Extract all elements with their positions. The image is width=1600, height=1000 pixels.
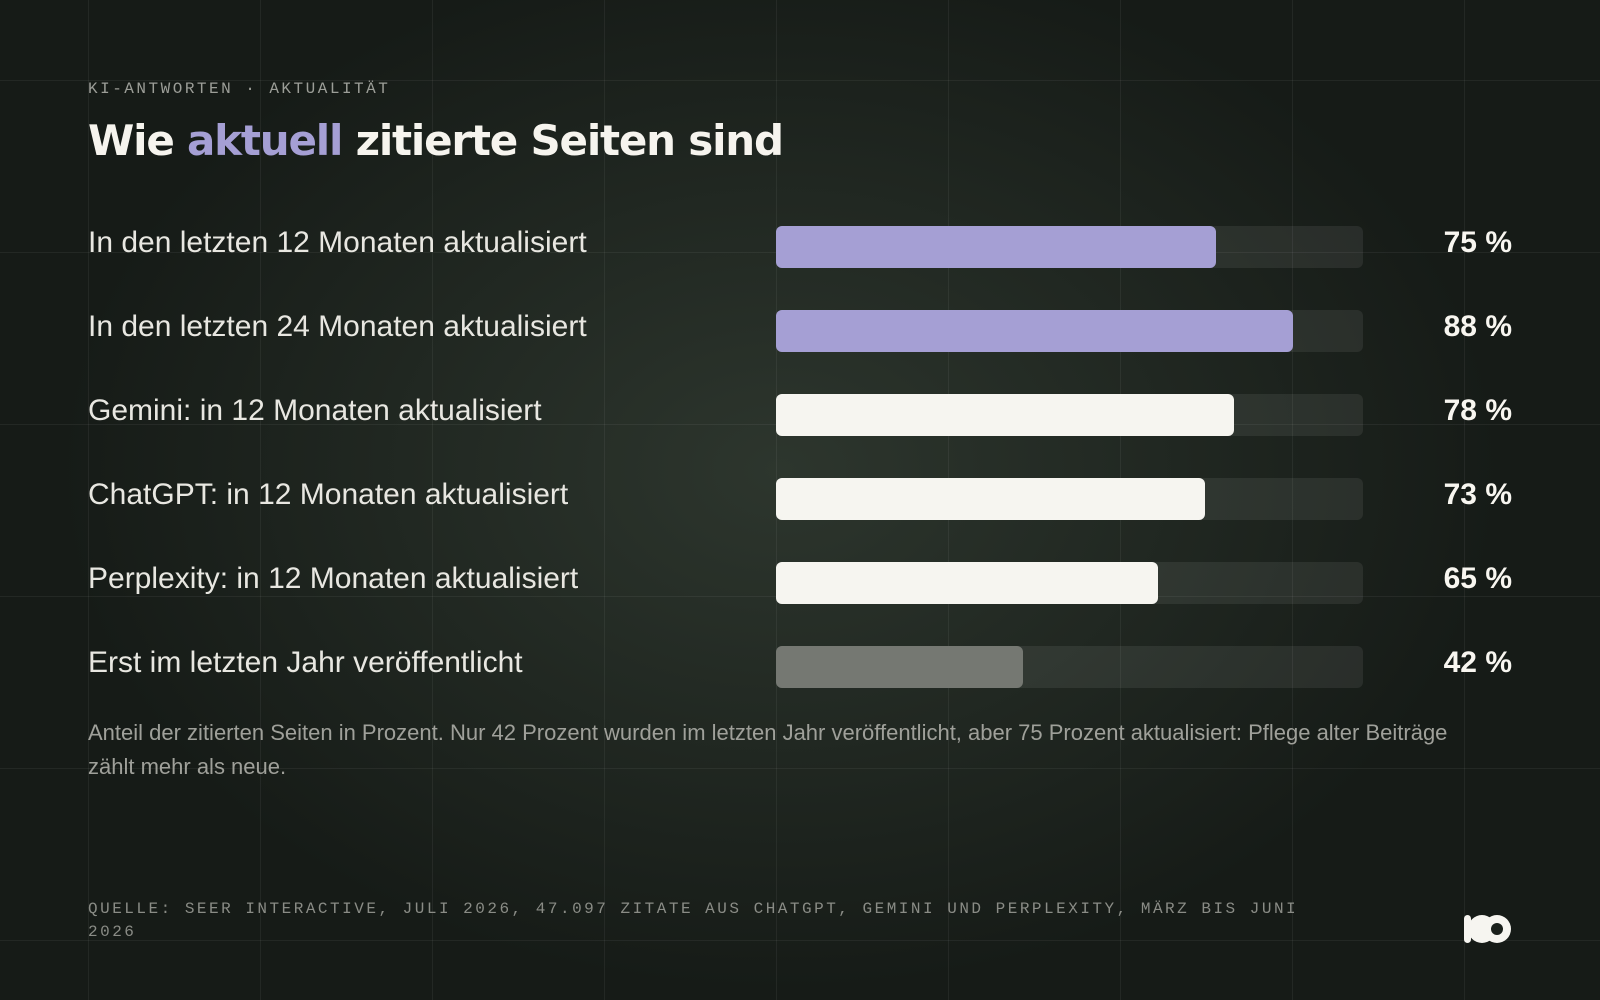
bar bbox=[776, 562, 1158, 604]
eyebrow-category: KI-ANTWORTEN bbox=[88, 80, 234, 98]
title-start: Wie bbox=[88, 116, 188, 165]
bar-value-label: 88 % bbox=[1443, 310, 1512, 343]
bar-row: Gemini: in 12 Monaten aktualisiert 78 % bbox=[88, 388, 1512, 472]
eyebrow-topic: AKTUALITÄT bbox=[269, 80, 391, 98]
bar-track bbox=[776, 226, 1363, 268]
bar bbox=[776, 394, 1234, 436]
bar bbox=[776, 226, 1217, 268]
title-accent: aktuell bbox=[187, 116, 343, 165]
bar-value-label: 78 % bbox=[1443, 394, 1512, 427]
bar-track bbox=[776, 562, 1363, 604]
bar-track bbox=[776, 310, 1363, 352]
title-end: zitierte Seiten sind bbox=[342, 116, 784, 165]
source-note: QUELLE: SEER INTERACTIVE, JULI 2026, 47.… bbox=[88, 900, 1299, 941]
bar bbox=[776, 478, 1205, 520]
bar-label: Erst im letzten Jahr veröffentlicht bbox=[88, 646, 523, 679]
bar-row: Perplexity: in 12 Monaten aktualisiert 65… bbox=[88, 556, 1512, 640]
bar bbox=[776, 310, 1293, 352]
bar-track bbox=[776, 478, 1363, 520]
bar-value-label: 42 % bbox=[1443, 646, 1512, 679]
bar-label: Gemini: in 12 Monaten aktualisiert bbox=[88, 394, 542, 427]
chart-caption: Anteil der zitierten Seiten in Prozent. … bbox=[88, 720, 1448, 779]
bar-row: In den letzten 12 Monaten aktualisiert 75… bbox=[88, 220, 1512, 304]
bar-track bbox=[776, 394, 1363, 436]
chart-title: Wie aktuell zitierte Seiten sind bbox=[88, 116, 784, 165]
bar-value-label: 73 % bbox=[1443, 478, 1512, 511]
brand-logo-icon bbox=[1464, 912, 1512, 946]
eyebrow-separator: · bbox=[245, 80, 258, 98]
bar-row: Erst im letzten Jahr veröffentlicht 42 % bbox=[88, 640, 1512, 724]
bar-value-label: 75 % bbox=[1443, 226, 1512, 259]
bar-label: Perplexity: in 12 Monaten aktualisiert bbox=[88, 562, 579, 595]
bar-track bbox=[776, 646, 1363, 688]
bar-label: In den letzten 24 Monaten aktualisiert bbox=[88, 310, 587, 343]
eyebrow: KI-ANTWORTEN · AKTUALITÄT bbox=[88, 80, 390, 98]
bar bbox=[776, 646, 1023, 688]
bar-chart: In den letzten 12 Monaten aktualisiert 75… bbox=[88, 220, 1512, 724]
bar-label: ChatGPT: in 12 Monaten aktualisiert bbox=[88, 478, 569, 511]
bar-label: In den letzten 12 Monaten aktualisiert bbox=[88, 226, 587, 259]
bar-row: ChatGPT: in 12 Monaten aktualisiert 73 % bbox=[88, 472, 1512, 556]
bar-row: In den letzten 24 Monaten aktualisiert 88… bbox=[88, 304, 1512, 388]
bar-value-label: 65 % bbox=[1443, 562, 1512, 595]
